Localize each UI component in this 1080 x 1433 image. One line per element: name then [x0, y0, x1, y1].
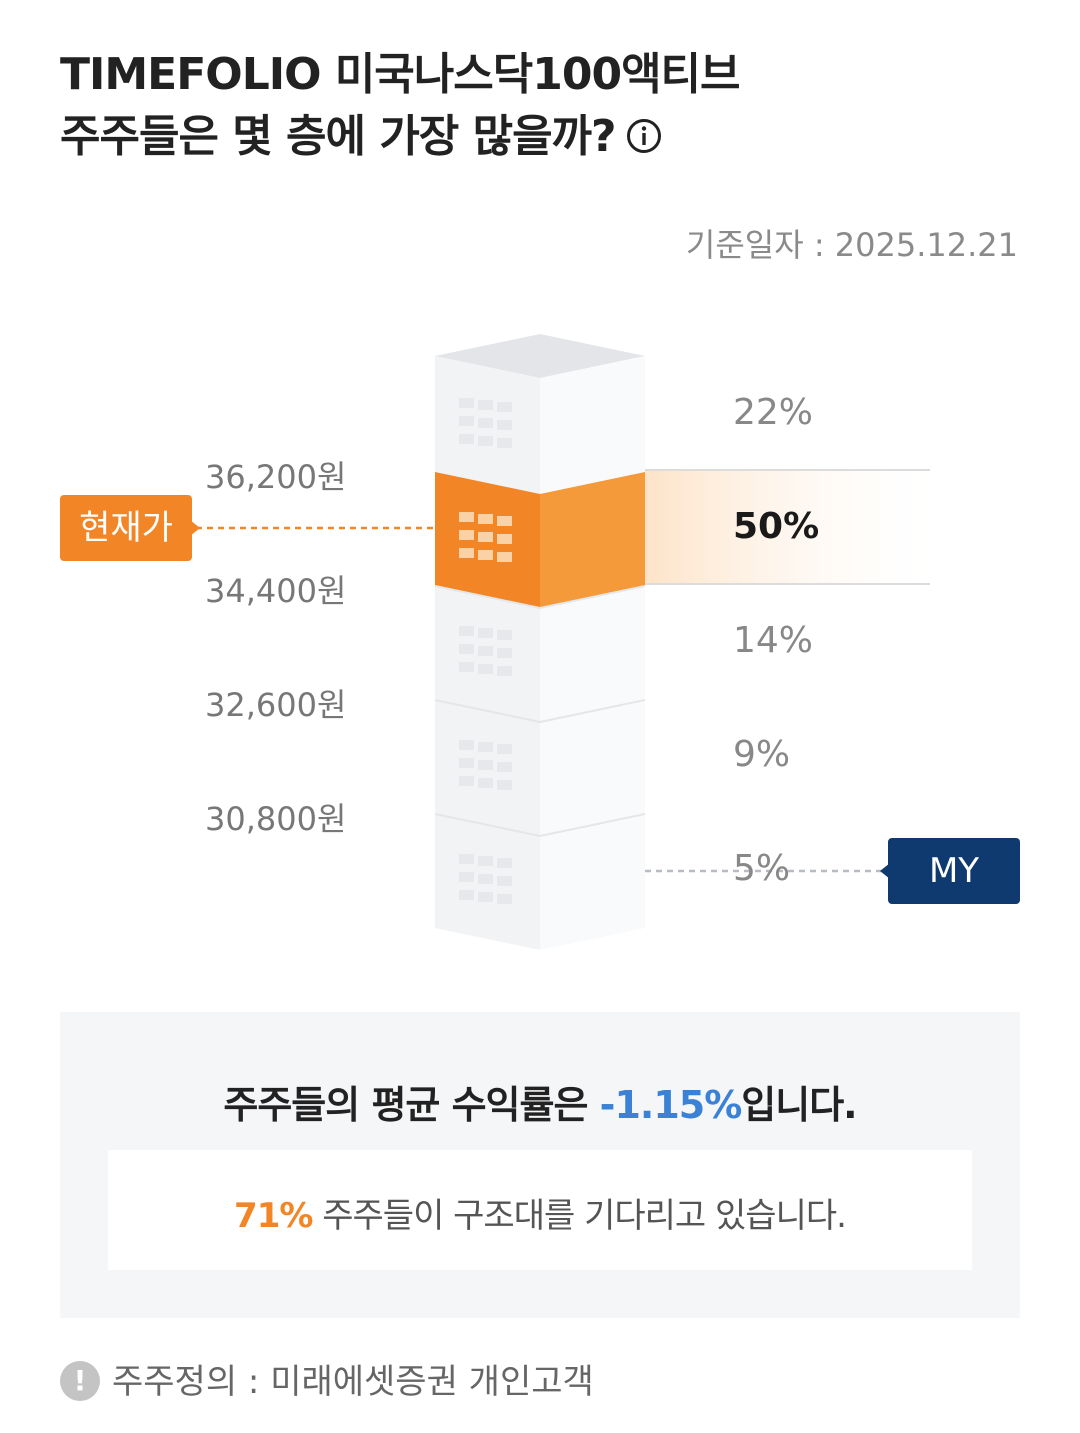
floor-percent-label: 22% [733, 392, 814, 433]
average-return-text: 주주들의 평균 수익률은 -1.15%입니다. [60, 1074, 1020, 1129]
floor-5-right [540, 814, 645, 950]
summary-box: 주주들의 평균 수익률은 -1.15%입니다. 71% 주주들이 구조대를 기다… [60, 1012, 1020, 1318]
my-position-tag: MY [888, 838, 1020, 904]
title-line-2: 주주들은 몇 층에 가장 많을까? [60, 106, 740, 168]
floor-percent-label: 9% [733, 734, 791, 775]
floor-percent-label: 5% [733, 848, 791, 889]
floor-2-right [540, 472, 645, 608]
floor-percent-label: 14% [733, 620, 814, 661]
floor-4-right [540, 700, 645, 836]
average-return-suffix: 입니다. [741, 1083, 857, 1127]
rescue-text: 71% 주주들이 구조대를 기다리고 있습니다. [108, 1188, 972, 1237]
average-return-value: -1.15% [599, 1083, 743, 1127]
current-price-tag: 현재가 [60, 495, 192, 561]
rescue-message: 주주들이 구조대를 기다리고 있습니다. [312, 1196, 847, 1236]
window-grid-floor-2 [459, 512, 512, 562]
window-grid-floor-4 [459, 740, 512, 790]
average-return-prefix: 주주들의 평균 수익률은 [223, 1083, 600, 1127]
building-chart [190, 334, 930, 950]
footnote: ! 주주정의 : 미래에셋증권 개인고객 [60, 1354, 594, 1403]
title-line-2-text: 주주들은 몇 층에 가장 많을까? [60, 111, 617, 162]
price-level-label: 32,600원 [205, 686, 347, 724]
price-level-label: 36,200원 [205, 458, 347, 496]
highlight-band [645, 470, 930, 584]
footnote-text: 주주정의 : 미래에셋증권 개인고객 [112, 1362, 594, 1402]
floor-1-right [540, 356, 645, 494]
price-level-label: 30,800원 [205, 800, 347, 838]
window-grid-floor-1 [459, 398, 512, 448]
my-pointer [880, 863, 890, 879]
floor-3-right [540, 586, 645, 722]
window-grid-floor-5 [459, 854, 512, 904]
info-icon[interactable] [626, 118, 662, 154]
current-price-pointer [190, 520, 200, 536]
floor-separators [434, 585, 646, 838]
rescue-percent: 71% [234, 1196, 313, 1236]
exclamation-icon: ! [60, 1360, 100, 1401]
base-date: 기준일자 : 2025.12.21 [685, 226, 1018, 264]
price-level-label: 34,400원 [205, 572, 347, 610]
page-title: TIMEFOLIO 미국나스닥100액티브 주주들은 몇 층에 가장 많을까? [60, 44, 741, 168]
rescue-box: 71% 주주들이 구조대를 기다리고 있습니다. [108, 1150, 972, 1270]
window-grid-floor-3 [459, 626, 512, 676]
floor-percent-label-highlight: 50% [733, 506, 820, 547]
title-line-1: TIMEFOLIO 미국나스닥100액티브 [60, 49, 741, 100]
